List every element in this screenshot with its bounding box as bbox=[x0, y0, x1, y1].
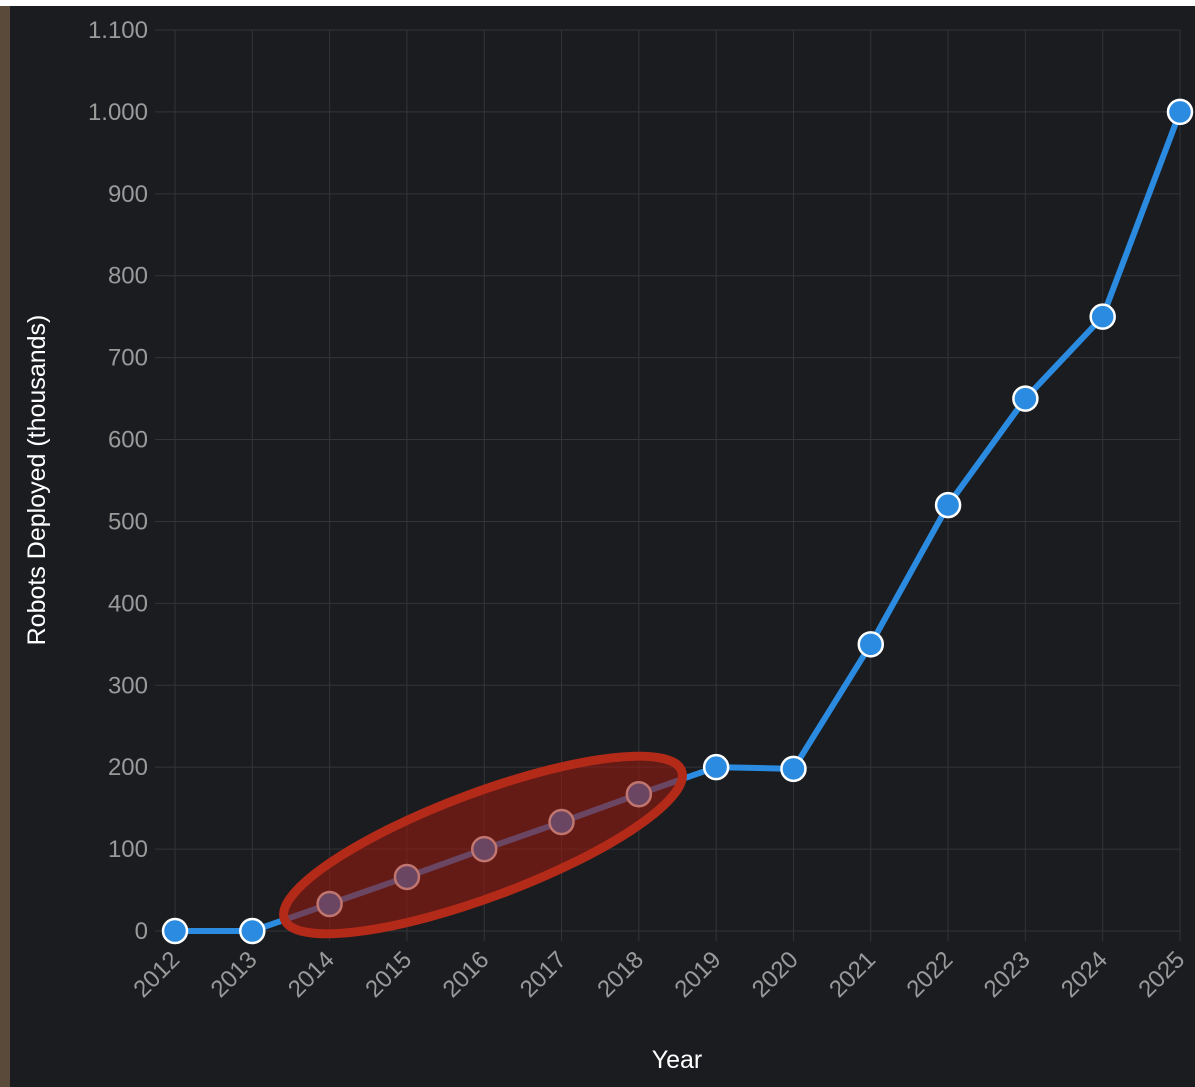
y-tick-label: 800 bbox=[108, 263, 148, 290]
y-tick-label: 300 bbox=[108, 672, 148, 699]
data-point bbox=[780, 755, 807, 783]
top-edge bbox=[0, 0, 1195, 6]
data-point bbox=[857, 631, 885, 658]
y-tick-label: 1.100 bbox=[88, 17, 148, 44]
y-tick-label: 0 bbox=[135, 918, 148, 945]
x-axis-title: Year bbox=[652, 1046, 703, 1074]
data-point bbox=[934, 491, 962, 519]
data-point bbox=[1012, 385, 1039, 412]
data-point bbox=[1089, 303, 1116, 330]
left-edge bbox=[0, 6, 10, 1087]
data-point bbox=[1166, 98, 1194, 126]
y-tick-label: 400 bbox=[108, 590, 148, 617]
y-tick-label: 600 bbox=[108, 427, 148, 454]
data-point bbox=[161, 917, 189, 945]
y-tick-label: 1.000 bbox=[88, 99, 148, 126]
y-axis-title: Robots Deployed (thousands) bbox=[23, 315, 51, 646]
y-tick-label: 200 bbox=[108, 754, 148, 781]
data-point bbox=[239, 917, 266, 945]
plot bbox=[161, 98, 1194, 945]
y-tick-label: 100 bbox=[108, 836, 148, 863]
y-tick-label: 900 bbox=[108, 181, 148, 208]
y-tick-label: 700 bbox=[108, 345, 148, 372]
y-tick-label: 500 bbox=[108, 508, 148, 535]
highlight-ellipse bbox=[279, 751, 687, 939]
data-point bbox=[702, 753, 730, 781]
